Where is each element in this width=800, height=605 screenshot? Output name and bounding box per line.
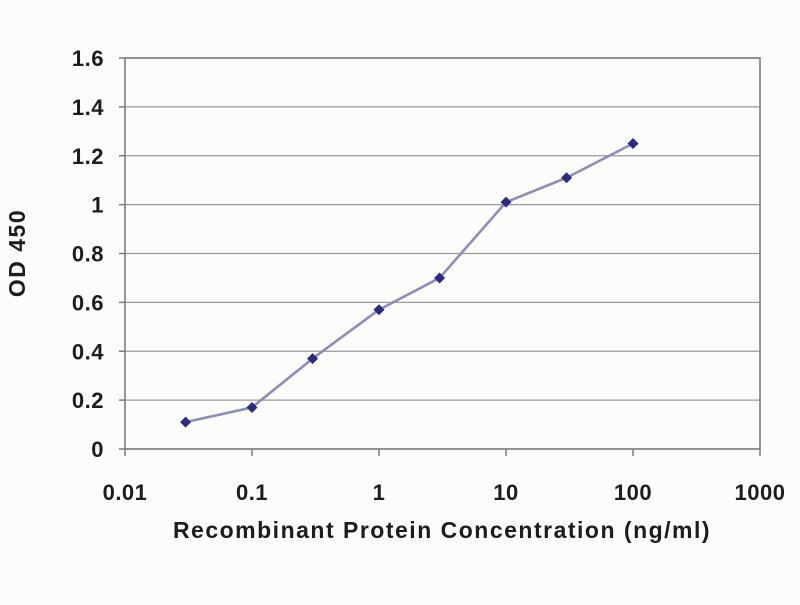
x-tick-label: 10 bbox=[493, 480, 518, 505]
data-point-marker bbox=[180, 416, 192, 428]
y-tick-label: 1 bbox=[91, 193, 104, 218]
data-point-marker bbox=[500, 196, 512, 208]
x-axis-title: Recombinant Protein Concentration (ng/ml… bbox=[173, 517, 711, 543]
x-tick-label: 0.01 bbox=[103, 480, 148, 505]
y-tick-label: 1.4 bbox=[72, 95, 104, 120]
x-tick-labels-group: 0.01 0.1 1 10 100 1000 bbox=[103, 480, 786, 505]
series-line bbox=[185, 142, 634, 424]
tick-marks-group bbox=[119, 57, 761, 456]
x-tick-label: 100 bbox=[614, 480, 652, 505]
y-tick-label: 0 bbox=[91, 437, 104, 462]
x-tick-label: 1000 bbox=[735, 480, 786, 505]
data-point-marker bbox=[561, 172, 573, 184]
data-point-marker bbox=[246, 401, 258, 413]
y-axis-title: OD 450 bbox=[4, 209, 30, 297]
y-tick-label: 0.4 bbox=[72, 339, 104, 364]
data-point-marker bbox=[434, 272, 446, 284]
y-tick-label: 1.6 bbox=[72, 46, 104, 71]
series-group bbox=[180, 138, 639, 428]
x-tick-label: 1 bbox=[373, 480, 386, 505]
y-tick-labels-group: 0 0.2 0.4 0.6 0.8 1 1.2 1.4 1.6 bbox=[72, 46, 104, 462]
data-point-marker bbox=[307, 353, 319, 365]
x-tick-label: 0.1 bbox=[236, 480, 268, 505]
plot-border bbox=[124, 57, 761, 450]
y-tick-label: 0.6 bbox=[72, 290, 104, 315]
y-tick-label: 1.2 bbox=[72, 144, 104, 169]
data-point-marker bbox=[373, 304, 385, 316]
data-point-marker bbox=[627, 138, 639, 150]
y-tick-label: 0.8 bbox=[72, 242, 104, 267]
y-tick-label: 0.2 bbox=[72, 388, 104, 413]
